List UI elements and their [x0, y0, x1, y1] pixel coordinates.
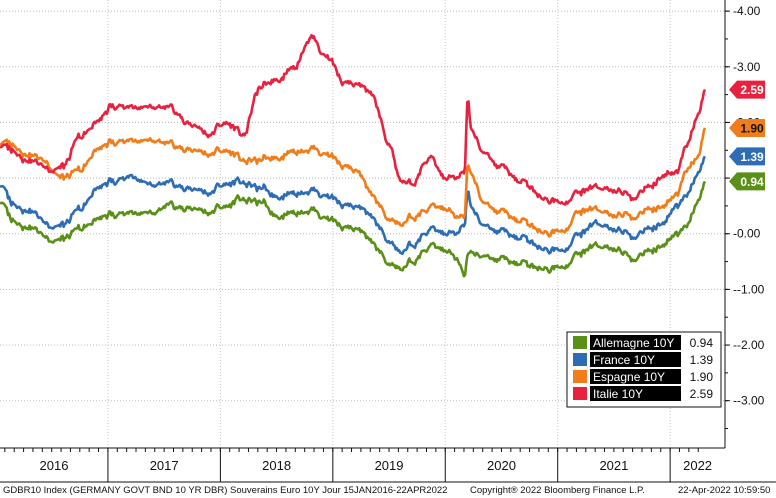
x-tick-label: 2018 — [262, 458, 291, 473]
badge-bg — [729, 119, 765, 137]
legend-swatch — [573, 336, 587, 349]
footer-timestamp: 22-Apr-2022 10:59:50 — [678, 485, 770, 496]
footer: GDBR10 Index (GERMANY GOVT BND 10 YR DBR… — [3, 485, 770, 496]
series-line-3 — [0, 33, 707, 206]
last-value-badge: 1.39 — [729, 147, 765, 166]
legend-name: Italie 10Y — [593, 387, 643, 401]
y-tick-label: -4.00 — [733, 4, 761, 18]
last-value-badge: 1.90 — [729, 119, 765, 137]
legend-swatch — [573, 370, 587, 383]
y-tick-label: -0.00 — [733, 227, 761, 241]
legend-value: 0.94 — [690, 336, 714, 350]
badge-value: 1.90 — [740, 122, 764, 136]
badge-bg — [729, 172, 765, 191]
x-tick-label: 2019 — [375, 458, 404, 473]
y-tick-label: --1.00 — [733, 282, 765, 296]
legend: Allemagne 10Y 0.94 France 10Y 1.39 Espagne 1… — [566, 331, 722, 408]
legend-name: Espagne 10Y — [593, 370, 665, 384]
badge-layer: 0.94 1.39 1.90 2.59 — [729, 80, 765, 191]
footer-source: GDBR10 Index (GERMANY GOVT BND 10 YR DBR… — [3, 485, 447, 496]
series-line-2 — [0, 127, 707, 238]
x-tick-label: 2021 — [599, 458, 628, 473]
legend-name-bg — [590, 369, 681, 384]
legend-value: 1.39 — [690, 353, 714, 367]
badge-bg — [729, 147, 765, 166]
badge-bg — [729, 80, 765, 99]
series-line-1 — [0, 155, 707, 255]
legend-name-bg — [590, 335, 681, 350]
footer-copyright: Copyright® 2022 Bloomberg Finance L.P. — [470, 485, 645, 496]
series-line-0 — [0, 180, 707, 278]
legend-name-bg — [590, 386, 681, 401]
x-tick-label: 2022 — [683, 458, 712, 473]
legend-name-bg — [590, 352, 681, 367]
y-tick-label: --3.00 — [733, 394, 765, 408]
legend-name: Allemagne 10Y — [593, 336, 674, 350]
legend-swatch — [573, 353, 587, 366]
legend-value: 1.90 — [690, 370, 714, 384]
last-value-badge: 2.59 — [729, 80, 765, 99]
x-tick-label: 2020 — [487, 458, 516, 473]
legend-swatch — [573, 387, 587, 400]
badge-value: 0.94 — [740, 175, 764, 189]
legend-name: France 10Y — [593, 353, 655, 367]
y-tick-label: -3.00 — [733, 60, 761, 74]
y-tick-label: --2.00 — [733, 338, 765, 352]
series-layer — [0, 33, 707, 278]
legend-value: 2.59 — [690, 387, 714, 401]
badge-value: 2.59 — [740, 83, 764, 97]
badge-value: 1.39 — [740, 150, 764, 164]
x-tick-label: 2016 — [40, 458, 69, 473]
x-tick-label: 2017 — [150, 458, 179, 473]
last-value-badge: 0.94 — [729, 172, 765, 191]
